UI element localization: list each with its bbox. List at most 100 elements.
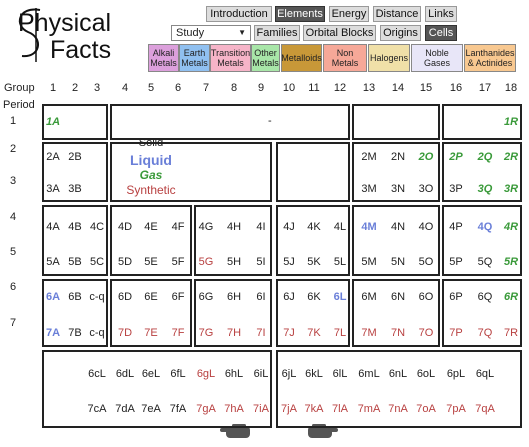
element-cell[interactable]: 6L [333,291,347,303]
nav-button[interactable]: Energy [329,6,369,22]
element-cell[interactable]: 3O [418,183,434,195]
element-cell[interactable]: c-q [89,327,105,339]
element-cell[interactable]: 5D [117,256,133,268]
element-cell[interactable]: 6K [307,291,321,303]
nav-button[interactable]: Elements [275,6,325,22]
nav-button[interactable]: Cells [425,25,457,41]
mode-select[interactable]: Study ▼ [171,25,251,41]
nav-button[interactable]: Distance [373,6,421,22]
category-chip[interactable]: Metalloids [281,44,322,72]
element-cell[interactable]: 6iL [253,368,269,380]
element-cell[interactable]: 7O [418,327,434,339]
element-cell[interactable]: 6R [503,291,519,303]
element-cell[interactable]: 6kL [305,368,323,380]
element-cell[interactable]: 3R [503,183,519,195]
nav-button[interactable]: Families [254,25,300,41]
element-cell[interactable]: 6G [198,291,214,303]
nav-button[interactable]: Introduction [206,6,272,22]
element-cell[interactable]: 7P [449,327,463,339]
element-cell[interactable]: 5J [283,256,295,268]
element-cell[interactable]: 5M [361,256,377,268]
element-cell[interactable]: 6lL [332,368,348,380]
prev-hand[interactable] [220,424,250,438]
element-cell[interactable]: 7N [390,327,406,339]
element-cell[interactable]: 5A [46,256,60,268]
element-cell[interactable]: 5G [198,256,214,268]
element-cell[interactable]: 7oA [416,403,436,415]
element-cell[interactable]: 4O [418,221,434,233]
element-cell[interactable]: 7iA [253,403,269,415]
element-cell[interactable]: 5E [144,256,158,268]
element-cell[interactable]: 3N [390,183,406,195]
category-chip[interactable]: Earth Metals [179,44,210,72]
element-cell[interactable]: 7eA [141,403,161,415]
element-cell[interactable]: c-q [89,291,105,303]
element-cell[interactable]: 6I [256,291,266,303]
element-cell[interactable]: 5N [390,256,406,268]
element-cell[interactable]: 4M [361,221,377,233]
element-cell[interactable]: 7jA [281,403,297,415]
element-cell[interactable]: 6mL [358,368,380,380]
category-chip[interactable]: Lanthanides & Actinides [464,44,516,72]
element-cell[interactable]: 4A [46,221,60,233]
element-cell[interactable]: 4L [333,221,347,233]
element-cell[interactable]: 7lA [332,403,348,415]
element-cell[interactable]: 3M [361,183,377,195]
element-cell[interactable]: 7H [226,327,242,339]
element-cell[interactable]: 7kA [304,403,324,415]
nav-button[interactable]: Orbital Blocks [303,25,376,41]
element-cell[interactable]: 6A [45,291,61,303]
element-cell[interactable]: 5K [307,256,321,268]
element-cell[interactable]: 4F [171,221,185,233]
element-cell[interactable]: 6gL [196,368,216,380]
nav-button[interactable]: Origins [380,25,421,41]
element-cell[interactable]: 5B [68,256,82,268]
category-chip[interactable]: Alkali Metals [148,44,179,72]
category-chip[interactable]: Halogens [368,44,410,72]
element-cell[interactable]: 2O [418,151,434,163]
element-cell[interactable]: 7gA [196,403,216,415]
nav-button[interactable]: Links [425,6,457,22]
element-cell[interactable]: 2Q [477,151,493,163]
element-cell[interactable]: 7A [45,327,61,339]
element-cell[interactable]: 6D [117,291,133,303]
category-chip[interactable]: Transition Metals [210,44,251,72]
element-cell[interactable]: 5O [418,256,434,268]
category-chip[interactable]: Noble Gases [411,44,463,72]
next-hand[interactable] [308,424,338,438]
element-cell[interactable]: 4Q [477,221,493,233]
element-cell[interactable]: 4K [307,221,321,233]
element-cell[interactable]: 6cL [88,368,106,380]
element-cell[interactable]: 5R [503,256,519,268]
element-cell[interactable]: 3B [68,183,82,195]
element-cell[interactable]: 5F [171,256,185,268]
element-cell[interactable]: 2N [390,151,406,163]
element-cell[interactable]: 7D [117,327,133,339]
element-cell[interactable]: 4E [144,221,158,233]
element-cell[interactable]: 2M [361,151,377,163]
element-cell[interactable]: 6fL [170,368,186,380]
element-cell[interactable]: 7F [171,327,185,339]
element-cell[interactable]: 4P [449,221,463,233]
element-cell[interactable]: 3P [449,183,463,195]
element-cell[interactable]: 2R [503,151,519,163]
element-cell[interactable]: 6eL [141,368,161,380]
element-cell[interactable]: 7K [307,327,321,339]
element-cell[interactable]: 7nA [388,403,408,415]
element-cell[interactable]: 7pA [446,403,466,415]
element-cell[interactable]: 7M [361,327,377,339]
element-cell[interactable]: 5L [333,256,347,268]
element-cell[interactable]: 7R [503,327,519,339]
element-cell[interactable]: 4B [68,221,82,233]
element-cell[interactable]: 4I [256,221,266,233]
element-cell[interactable]: 7fA [169,403,187,415]
element-cell[interactable]: 3Q [477,183,493,195]
element-cell[interactable]: 4G [198,221,214,233]
element-cell[interactable]: 6B [68,291,82,303]
element-cell[interactable]: 1R [503,116,519,128]
element-cell[interactable]: 2P [449,151,463,163]
element-cell[interactable]: 6jL [281,368,297,380]
element-cell[interactable]: 3A [46,183,60,195]
element-cell[interactable]: 7hA [224,403,244,415]
element-cell[interactable]: 4N [390,221,406,233]
